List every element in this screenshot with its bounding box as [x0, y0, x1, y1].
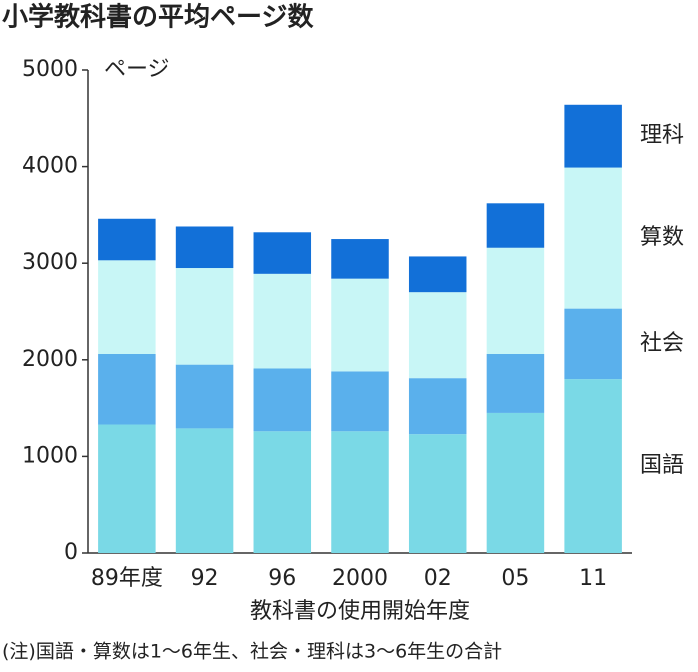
series-label: 理科 [640, 123, 684, 148]
bar-segment [175, 268, 234, 365]
bar-segment [175, 226, 234, 269]
x-tick-label: 05 [501, 566, 529, 591]
y-tick-label: 0 [64, 540, 78, 565]
bar-segment [253, 232, 312, 274]
bar-segment [408, 378, 467, 435]
x-tick-label: 11 [579, 566, 607, 591]
bar-segment [331, 371, 389, 432]
bar-segment [486, 354, 545, 413]
bar-segment [564, 379, 622, 553]
bar-segment [253, 368, 312, 432]
bar-segment [98, 354, 156, 425]
note: (注)国語・算数は1～6年生、社会・理科は3～6年生の合計 [2, 641, 502, 663]
bar-segment [175, 364, 234, 429]
y-axis-label: ページ [104, 57, 170, 82]
series-label: 国語 [640, 453, 684, 478]
series-label: 社会 [640, 331, 684, 356]
y-tick-label: 1000 [22, 443, 78, 468]
bar-segment [408, 434, 467, 553]
bar-segment [486, 247, 545, 355]
bar-segment [564, 167, 622, 309]
series-label: 算数 [640, 225, 684, 250]
x-tick-label: 2000 [332, 566, 388, 591]
chart-title: 小学教科書の平均ページ数 [2, 2, 314, 33]
bar-segment [253, 273, 312, 369]
bar-segment [331, 278, 389, 372]
bar-segment [253, 431, 312, 553]
bar-segment [408, 292, 467, 379]
bar-segment [408, 256, 467, 293]
y-tick-label: 4000 [22, 154, 78, 179]
bar-segment [564, 308, 622, 380]
x-axis-label: 教科書の使用開始年度 [250, 599, 470, 624]
y-tick-label: 5000 [22, 57, 78, 82]
bar-segment [331, 431, 389, 553]
bar-segment [331, 239, 389, 279]
y-tick-label: 2000 [22, 347, 78, 372]
bar-segment [98, 260, 156, 355]
bar-segment [175, 428, 234, 553]
bar-segment [486, 203, 545, 248]
x-tick-label: 02 [424, 566, 452, 591]
bar-segment [486, 412, 545, 553]
x-tick-label: 92 [191, 566, 219, 591]
x-tick-label: 89年度 [91, 566, 163, 591]
y-tick-label: 3000 [22, 250, 78, 275]
bar-segment [98, 424, 156, 553]
bar-segment [98, 218, 156, 261]
x-tick-label: 96 [268, 566, 296, 591]
bar-segment [564, 104, 622, 168]
